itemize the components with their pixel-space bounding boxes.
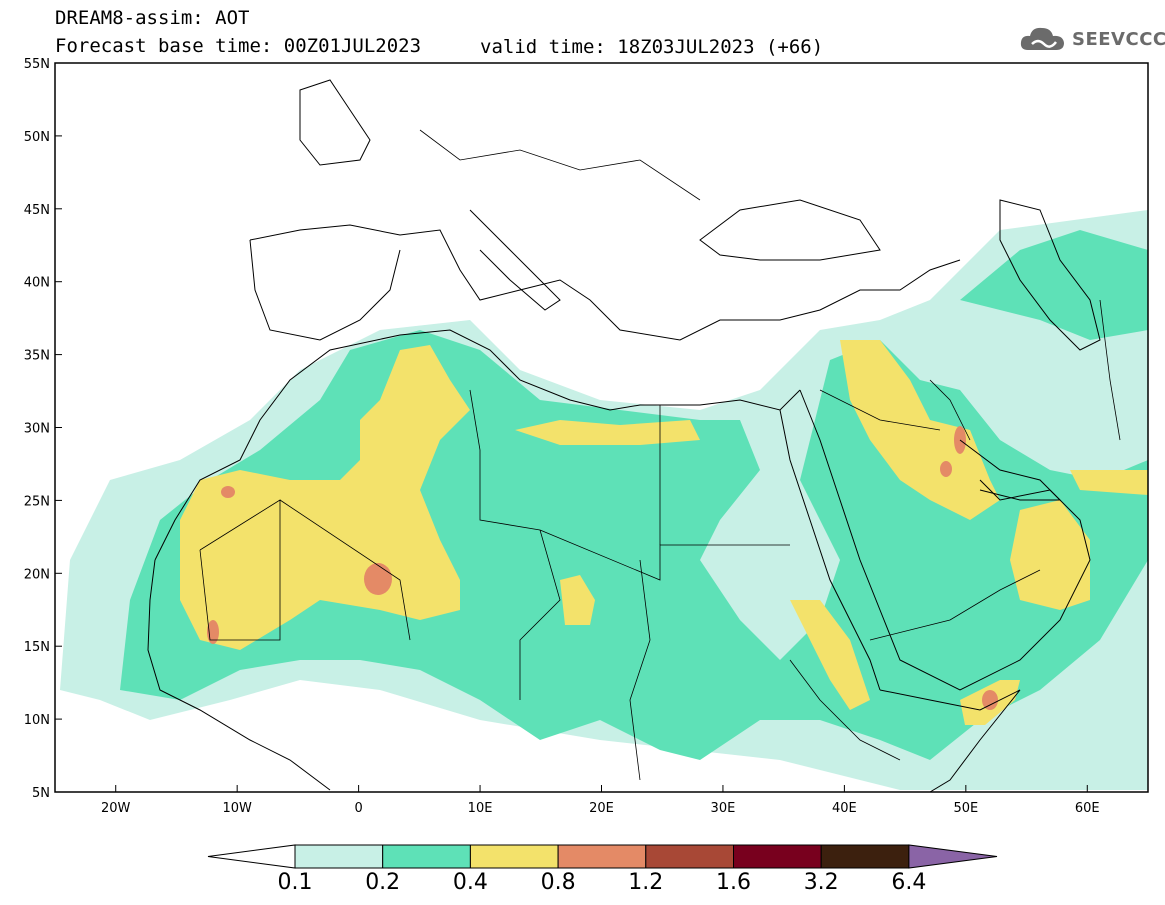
lat-label: 40N bbox=[24, 276, 50, 291]
aot-contour-0.2-caspian bbox=[960, 230, 1148, 340]
coastline-italy bbox=[469, 209, 561, 311]
border-algeria-libya bbox=[469, 389, 541, 531]
forecast-base-time: Forecast base time: 00Z01JUL2023 bbox=[55, 35, 422, 57]
border-mali-niger bbox=[279, 499, 411, 641]
coastline-horn bbox=[879, 689, 1021, 792]
colorbar-label: 0.4 bbox=[452, 870, 488, 895]
border-saudi-yemen bbox=[869, 569, 1041, 641]
colorbar-swatch bbox=[820, 844, 910, 869]
colorbar-label: 3.2 bbox=[803, 870, 839, 895]
lon-label: 30E bbox=[711, 801, 736, 816]
coastline-iberia bbox=[249, 239, 401, 341]
coastline-north-africa bbox=[154, 329, 801, 561]
lat-label: 50N bbox=[24, 130, 50, 145]
seevccc-logo: SEEVCCC bbox=[1018, 24, 1165, 54]
colorbar-arrow-high bbox=[908, 844, 998, 869]
aot-contour-0.8-kuwait bbox=[940, 461, 952, 477]
colorbar-label: 1.2 bbox=[628, 870, 664, 895]
border-chad-sudan bbox=[629, 559, 651, 781]
aot-contour-0.4-gulf bbox=[1070, 470, 1148, 495]
country-borders bbox=[199, 129, 1121, 781]
border-europe-central bbox=[419, 129, 701, 201]
aot-field bbox=[60, 210, 1148, 790]
lon-label: 60E bbox=[1075, 801, 1100, 816]
border-saudi-iraq bbox=[819, 389, 941, 431]
lat-label: 30N bbox=[24, 422, 50, 437]
lon-label: 0 bbox=[354, 801, 362, 816]
colorbar bbox=[207, 844, 998, 869]
colorbar-swatch bbox=[382, 844, 471, 869]
lat-label: 25N bbox=[24, 494, 50, 509]
colorbar-swatch bbox=[294, 844, 384, 869]
logo-text: SEEVCCC bbox=[1072, 28, 1165, 50]
colorbar-swatch bbox=[645, 844, 734, 869]
border-niger-chad bbox=[519, 529, 561, 700]
border-iran-afghanistan bbox=[1099, 299, 1121, 441]
cloud-icon bbox=[1020, 27, 1064, 50]
lat-label: 10N bbox=[24, 713, 50, 728]
lon-label: 20E bbox=[589, 801, 614, 816]
lat-label: 55N bbox=[24, 57, 50, 72]
coastline-black-sea bbox=[699, 199, 881, 261]
colorbar-label: 0.2 bbox=[365, 870, 401, 895]
colorbar-swatch bbox=[557, 844, 647, 869]
border-ethiopia-sudan bbox=[789, 659, 901, 761]
lat-label: 5N bbox=[32, 786, 50, 801]
lat-label: 20N bbox=[24, 567, 50, 582]
coastline-uk bbox=[299, 79, 371, 166]
colorbar-label: 6.4 bbox=[891, 870, 927, 895]
border-iran-iraq bbox=[929, 379, 971, 441]
aot-contour-0.8-mauritania bbox=[221, 486, 235, 498]
aot-contour-0.4-chad bbox=[560, 575, 595, 625]
border-libya-sudan bbox=[539, 529, 790, 581]
border-mauritania-mali bbox=[199, 499, 281, 641]
aot-contour-0.4-libya bbox=[515, 420, 700, 445]
colorbar-arrow-low bbox=[207, 844, 296, 869]
coastlines bbox=[147, 79, 1101, 792]
lat-label: 15N bbox=[24, 640, 50, 655]
coastline-persian-gulf bbox=[959, 439, 1062, 501]
aot-contour-0.4-oman bbox=[1010, 500, 1090, 610]
colorbar-label: 0.1 bbox=[277, 870, 313, 895]
colorbar-label: 1.6 bbox=[716, 870, 751, 895]
coastline-europe-south bbox=[249, 224, 961, 341]
aot-contour-0.8-socotra bbox=[982, 690, 998, 710]
longitude-axis: 20W 10W 0 10E 20E 30E 40E 50E 60E bbox=[101, 785, 1100, 816]
coastline-red-sea bbox=[779, 409, 881, 691]
coastline-caspian bbox=[999, 199, 1101, 351]
aot-contour-0.4-yemen bbox=[790, 600, 870, 710]
lon-label: 20W bbox=[101, 801, 131, 816]
colorbar-label: 0.8 bbox=[540, 870, 576, 895]
aot-contour-0.4-sahara bbox=[180, 345, 470, 650]
map-title: DREAM8-assim: AOT bbox=[55, 7, 250, 29]
lon-label: 40E bbox=[832, 801, 857, 816]
lon-label: 50E bbox=[953, 801, 978, 816]
lon-label: 10E bbox=[468, 801, 493, 816]
aot-contour-0.4-arabia bbox=[840, 340, 1000, 520]
coastline-west-africa bbox=[147, 559, 331, 791]
lat-label: 45N bbox=[24, 203, 50, 218]
aot-contour-0.8-mali bbox=[364, 563, 392, 595]
lon-label: 10W bbox=[222, 801, 252, 816]
lat-label: 35N bbox=[24, 349, 50, 364]
colorbar-swatch bbox=[469, 844, 559, 869]
colorbar-swatch bbox=[733, 844, 822, 869]
valid-time: valid time: 18Z03JUL2023 (+66) bbox=[480, 36, 824, 58]
latitude-axis: 55N 50N 45N 40N 35N 30N 25N 20N 15N 10N 5N bbox=[24, 57, 62, 801]
